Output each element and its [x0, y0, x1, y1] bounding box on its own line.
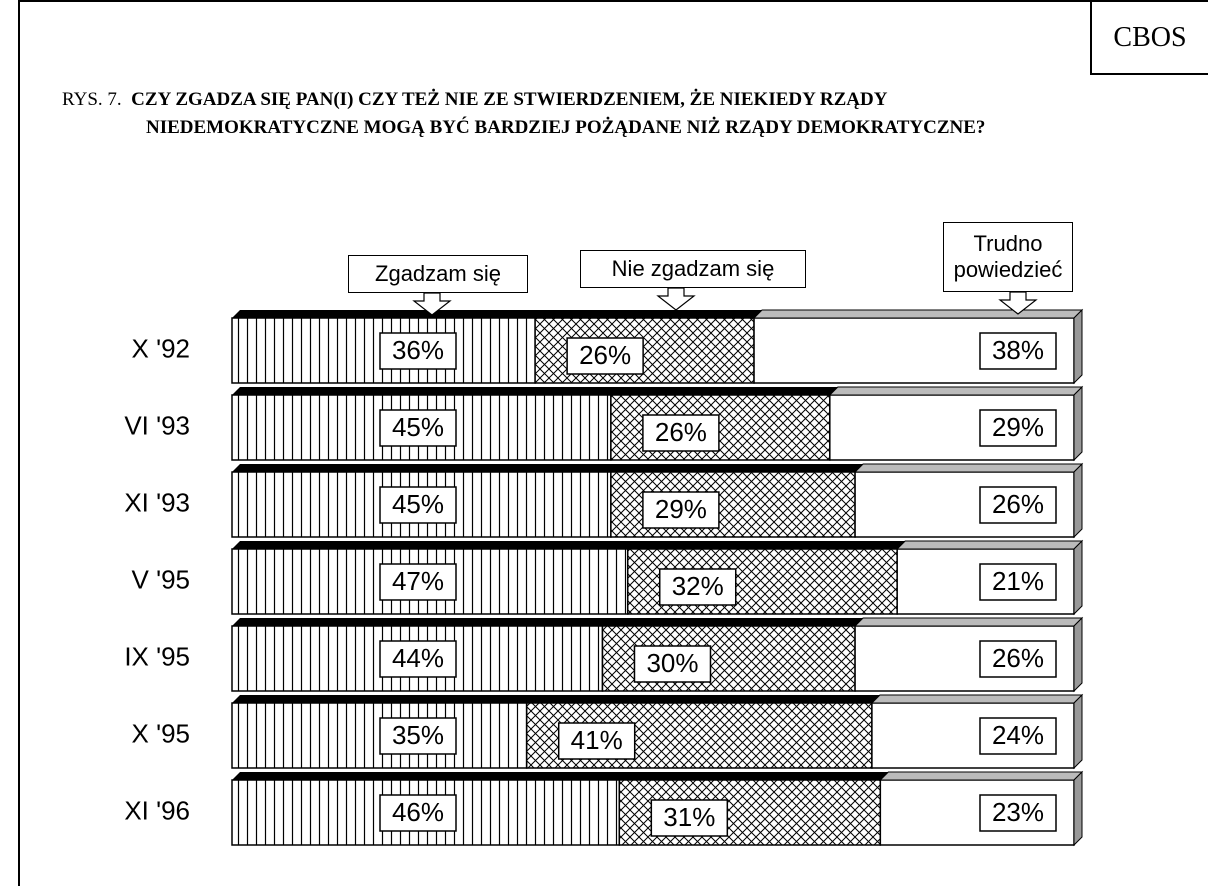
value-label: 35%: [392, 720, 444, 750]
bar-side: [1073, 539, 1083, 616]
bar-top: [828, 386, 1084, 396]
value-label: 47%: [392, 566, 444, 596]
category-label: XI '93: [124, 487, 190, 517]
value-label: 24%: [992, 720, 1044, 750]
bar-side: [1073, 616, 1083, 693]
bar-top: [232, 541, 906, 549]
bar-top: [232, 387, 838, 395]
value-label-box: [979, 717, 1057, 755]
value-label-box: [379, 486, 457, 524]
value-label: 26%: [992, 643, 1044, 673]
value-label-box: [379, 794, 457, 832]
bar-top: [870, 694, 1084, 704]
value-label-box: [979, 409, 1057, 447]
bar-top: [752, 309, 1084, 319]
value-label: 44%: [392, 643, 444, 673]
value-label: 38%: [992, 335, 1044, 365]
category-label: X '92: [132, 333, 190, 363]
category-label: XI '96: [124, 795, 190, 825]
bar-top: [853, 617, 1084, 627]
value-label: 30%: [646, 648, 698, 678]
value-label-box: [979, 794, 1057, 832]
category-label: X '95: [132, 718, 190, 748]
value-label: 36%: [392, 335, 444, 365]
page-frame: [18, 0, 1208, 886]
figure-label: RYS. 7.: [62, 89, 122, 110]
bar-side: [1073, 462, 1083, 539]
bar-top: [232, 310, 763, 318]
chart-title: CZY ZGADZA SIĘ PAN(I) CZY TEŻ NIE ZE STW…: [131, 89, 986, 138]
value-label-box: [650, 799, 729, 837]
value-label-box: [642, 414, 720, 452]
value-label: 32%: [672, 571, 724, 601]
value-label-box: [379, 563, 457, 601]
bar-top: [232, 464, 864, 472]
legend-entry: Nie zgadzam się: [580, 250, 806, 288]
legend-arrow: [656, 287, 696, 311]
legend-entry: Zgadzam się: [348, 255, 528, 293]
bar-top: [853, 463, 1084, 473]
source-box: CBOS: [1090, 0, 1208, 75]
value-label: 21%: [992, 566, 1044, 596]
bar-side: [1073, 770, 1083, 847]
category-label: V '95: [132, 564, 190, 594]
value-label-box: [979, 640, 1057, 678]
bar-side: [1073, 693, 1083, 770]
value-label: 26%: [992, 489, 1044, 519]
category-label: IX '95: [124, 641, 190, 671]
value-label-box: [379, 640, 457, 678]
bar-top: [879, 771, 1084, 781]
value-label-box: [379, 409, 457, 447]
value-label-box: [979, 486, 1057, 524]
bar-top: [895, 540, 1084, 550]
title-block: RYS. 7. CZY ZGADZA SIĘ PAN(I) CZY TEŻ NI…: [62, 86, 1046, 142]
value-label: 26%: [655, 417, 707, 447]
legend-arrow: [998, 291, 1038, 315]
value-label: 31%: [663, 802, 715, 832]
value-label: 29%: [655, 494, 707, 524]
value-label-box: [642, 491, 720, 529]
legend-arrow: [412, 292, 452, 316]
value-label: 45%: [392, 412, 444, 442]
value-label: 29%: [992, 412, 1044, 442]
value-label: 23%: [992, 797, 1044, 827]
bar-side: [1073, 385, 1083, 462]
value-label-box: [979, 332, 1057, 370]
bar-top: [232, 695, 880, 703]
bar-side: [1073, 308, 1083, 385]
value-label-box: [566, 337, 644, 375]
bar-top: [232, 772, 889, 780]
value-label-box: [379, 717, 457, 755]
value-label: 46%: [392, 797, 444, 827]
value-label: 41%: [571, 725, 623, 755]
value-label-box: [658, 568, 737, 606]
value-label-box: [979, 563, 1057, 601]
category-label: VI '93: [124, 410, 190, 440]
value-label-box: [379, 332, 457, 370]
value-label-box: [557, 722, 636, 760]
legend-entry: Trudno powiedzieć: [943, 222, 1073, 292]
value-label-box: [633, 645, 712, 683]
bar-top: [232, 618, 864, 626]
value-label: 45%: [392, 489, 444, 519]
value-label: 26%: [579, 340, 631, 370]
